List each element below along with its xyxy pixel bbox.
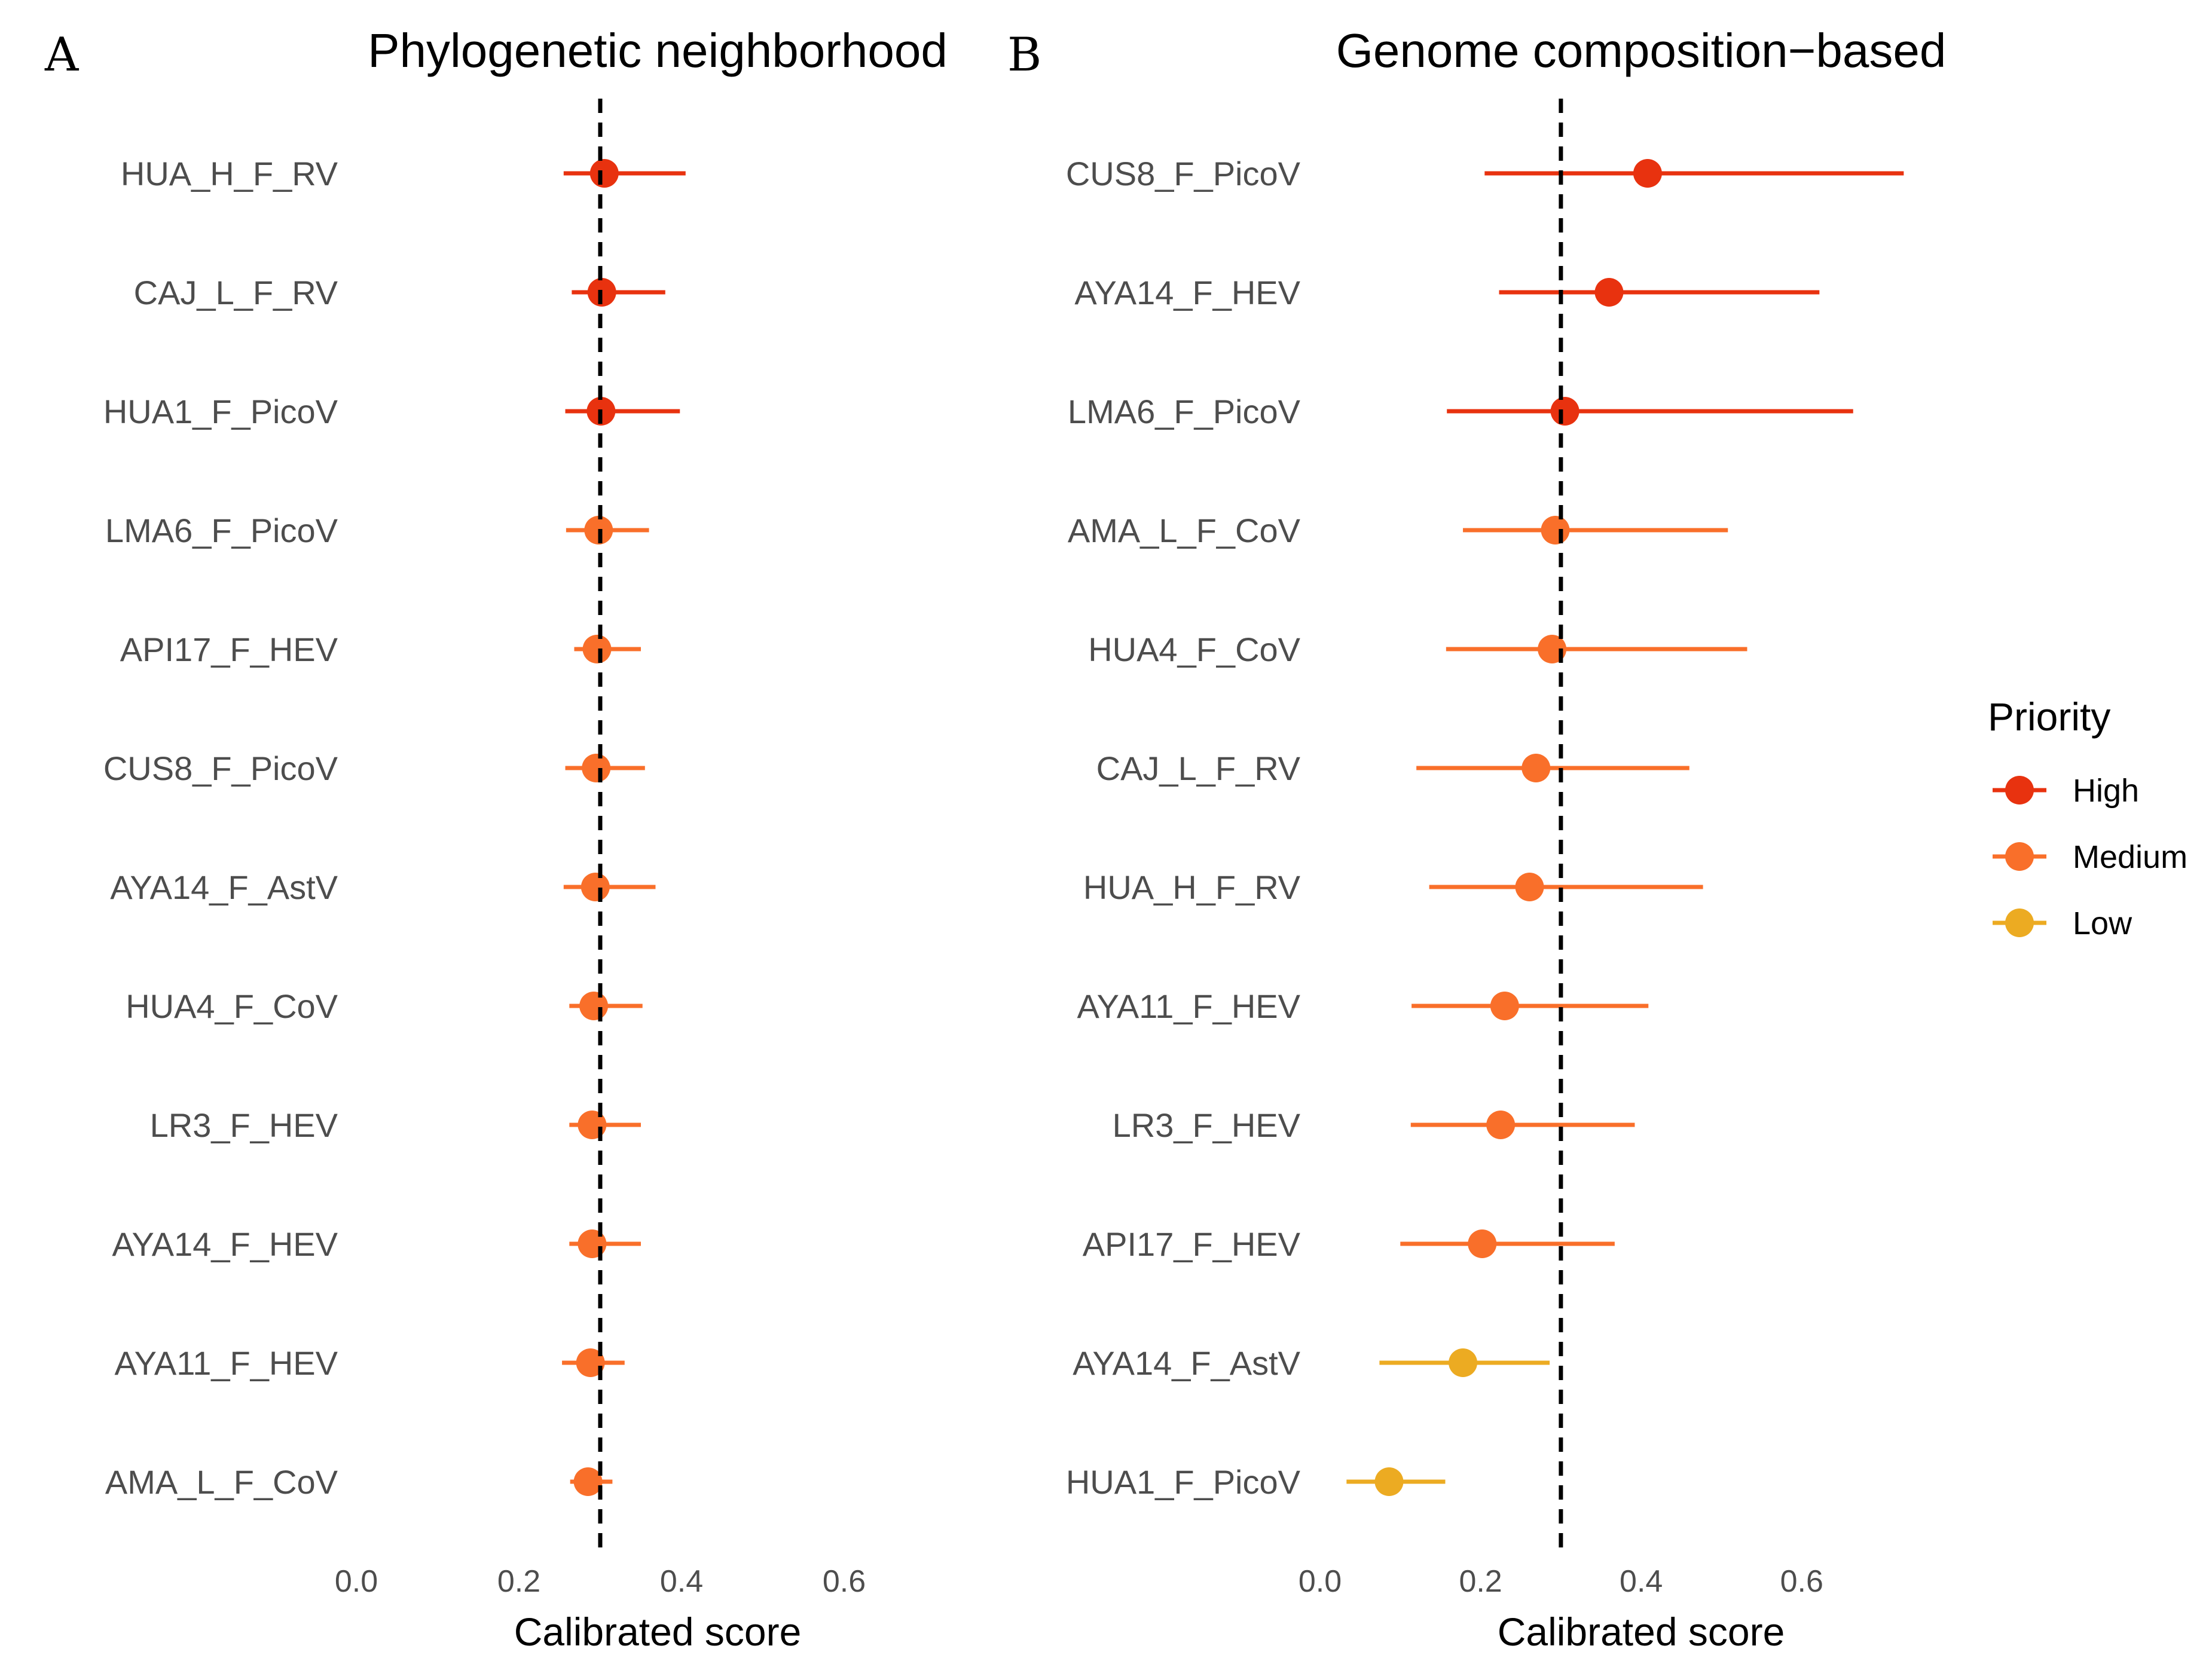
point-estimate bbox=[1515, 873, 1544, 901]
point-estimate bbox=[1490, 992, 1519, 1020]
point-estimate bbox=[1449, 1348, 1478, 1377]
panel-letter: A bbox=[44, 28, 80, 82]
row-label: LR3_F_HEV bbox=[150, 1106, 338, 1144]
point-estimate bbox=[1594, 278, 1624, 307]
x-tick-label: 0.2 bbox=[497, 1564, 540, 1599]
row-label: HUA_H_F_RV bbox=[1083, 868, 1301, 906]
x-axis-title: Calibrated score bbox=[514, 1610, 802, 1654]
legend: Priority High Medium Low bbox=[1988, 695, 2187, 941]
row-label: API17_F_HEV bbox=[1083, 1225, 1301, 1263]
row-label: LMA6_F_PicoV bbox=[1068, 393, 1301, 430]
row-label: LMA6_F_PicoV bbox=[105, 512, 338, 549]
row-label: AMA_L_F_CoV bbox=[1068, 512, 1301, 549]
row-label: HUA1_F_PicoV bbox=[1066, 1463, 1301, 1501]
x-tick-label: 0.2 bbox=[1459, 1564, 1502, 1599]
row-label: CAJ_L_F_RV bbox=[1096, 750, 1301, 787]
row-label: HUA4_F_CoV bbox=[126, 987, 338, 1025]
row-label: AYA11_F_HEV bbox=[114, 1344, 338, 1382]
legend-label: Medium bbox=[2073, 839, 2187, 875]
row-label: AMA_L_F_CoV bbox=[105, 1463, 338, 1501]
legend-label: Low bbox=[2073, 906, 2132, 941]
row-label: LR3_F_HEV bbox=[1113, 1106, 1301, 1144]
legend-key-point bbox=[2005, 776, 2034, 805]
x-tick-label: 0.0 bbox=[1299, 1564, 1342, 1599]
legend-title: Priority bbox=[1988, 695, 2110, 739]
row-label: CAJ_L_F_RV bbox=[134, 274, 338, 311]
point-estimate bbox=[1486, 1111, 1516, 1139]
row-label: AYA14_F_AstV bbox=[1073, 1344, 1300, 1382]
row-label: CUS8_F_PicoV bbox=[103, 750, 338, 787]
panel-a: A Phylogenetic neighborhood 0.0 0.2 0.4 0.6 Ca… bbox=[44, 24, 948, 1654]
x-tick-label: 0.4 bbox=[1620, 1564, 1663, 1599]
row-label: HUA_H_F_RV bbox=[121, 155, 338, 192]
legend-key-point bbox=[2005, 842, 2034, 871]
x-tick-label: 0.6 bbox=[823, 1564, 866, 1599]
point-estimate bbox=[1468, 1229, 1497, 1258]
row-label: API17_F_HEV bbox=[120, 631, 338, 668]
legend-label: High bbox=[2073, 773, 2139, 809]
point-estimate bbox=[1374, 1467, 1404, 1496]
point-estimate bbox=[581, 873, 610, 901]
point-estimate bbox=[1521, 754, 1551, 782]
panel-title: Genome composition−based bbox=[1336, 24, 1947, 77]
x-tick-label: 0.4 bbox=[660, 1564, 703, 1599]
panel-title: Phylogenetic neighborhood bbox=[368, 24, 948, 77]
row-label: HUA1_F_PicoV bbox=[103, 393, 338, 430]
point-estimate bbox=[576, 1348, 605, 1377]
legend-key-point bbox=[2005, 908, 2034, 937]
x-tick-label: 0.6 bbox=[1780, 1564, 1823, 1599]
point-estimate bbox=[1541, 516, 1570, 545]
point-estimate bbox=[582, 635, 612, 663]
point-estimate bbox=[589, 159, 619, 188]
row-label: AYA14_F_AstV bbox=[110, 868, 338, 906]
row-label: AYA11_F_HEV bbox=[1077, 987, 1300, 1025]
row-label: AYA14_F_HEV bbox=[1074, 274, 1300, 311]
point-estimate bbox=[1633, 159, 1662, 188]
x-tick-label: 0.0 bbox=[335, 1564, 378, 1599]
point-estimate bbox=[1550, 397, 1579, 426]
panel-b: B Genome composition−based 0.0 0.2 0.4 0.6 Cal… bbox=[1007, 24, 1946, 1654]
point-estimate bbox=[573, 1467, 603, 1496]
panel-letter: B bbox=[1007, 28, 1041, 82]
row-label: HUA4_F_CoV bbox=[1088, 631, 1300, 668]
point-estimate bbox=[579, 992, 609, 1020]
row-label: CUS8_F_PicoV bbox=[1066, 155, 1301, 192]
point-estimate bbox=[582, 754, 611, 782]
x-axis-title: Calibrated score bbox=[1498, 1610, 1785, 1654]
row-label: AYA14_F_HEV bbox=[112, 1225, 338, 1263]
